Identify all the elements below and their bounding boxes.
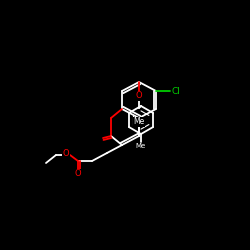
Text: O: O — [63, 148, 69, 158]
Text: Me: Me — [136, 143, 146, 149]
Text: O: O — [136, 92, 142, 100]
Text: Me: Me — [134, 118, 144, 126]
Text: Cl: Cl — [172, 86, 180, 96]
Text: O: O — [75, 170, 81, 178]
